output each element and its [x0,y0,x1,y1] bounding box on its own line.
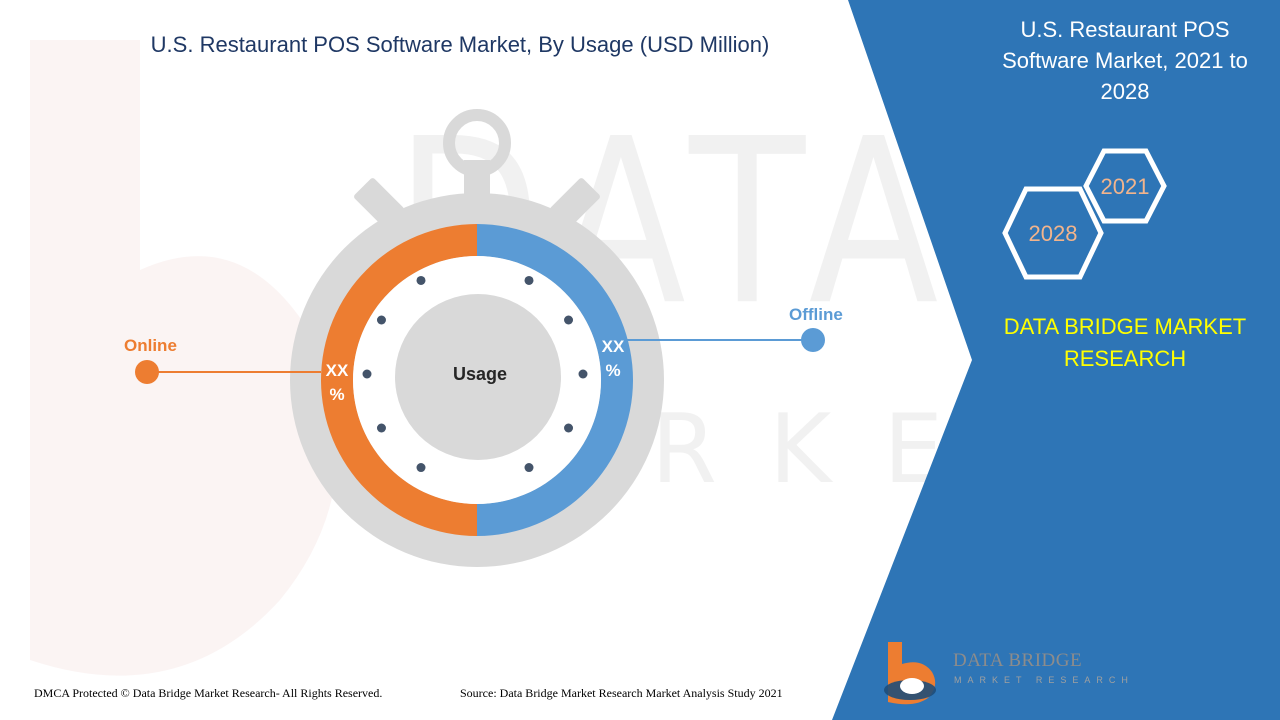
usage-donut-chart [135,109,825,567]
dial-dot [362,369,372,379]
donut-slice-online [321,224,477,536]
copyright-notice: DMCA Protected © Data Bridge Market Rese… [34,686,383,700]
leader-marker-online [135,360,159,384]
dial-center-disc [395,294,561,460]
series-label-online: Online [124,336,177,355]
series-label-offline: Offline [789,305,843,324]
brand-name: DATA BRIDGE MARKET RESEARCH [1003,314,1247,371]
dial-dot [564,423,574,433]
dial-dot [524,275,534,285]
dial-dot [578,369,588,379]
dial-dot [416,463,426,473]
logo-subtitle: MARKET RESEARCH [954,675,1134,685]
data-label-offline: XX % [601,337,625,380]
chart-title: U.S. Restaurant POS Software Market, By … [150,32,770,57]
dial-dot [416,275,426,285]
leader-marker-offline [801,328,825,352]
center-label: Usage [452,364,508,384]
watermark-logo [30,40,338,676]
donut-slice-offline [477,224,633,536]
dial-dot [376,315,386,325]
dial-dot [524,463,534,473]
panel-title: U.S. Restaurant POS Software Market, 202… [1002,17,1248,104]
data-label-online: XX % [325,361,349,404]
data-bridge-logo-icon [884,642,936,705]
source-note: Source: Data Bridge Market Research Mark… [460,686,783,700]
logo-name: DATA BRIDGE [953,650,1083,671]
dial-dot [564,315,574,325]
year-label-2021: 2021 [1100,174,1150,199]
year-label-2028: 2028 [1028,221,1078,246]
dial-dot [376,423,386,433]
